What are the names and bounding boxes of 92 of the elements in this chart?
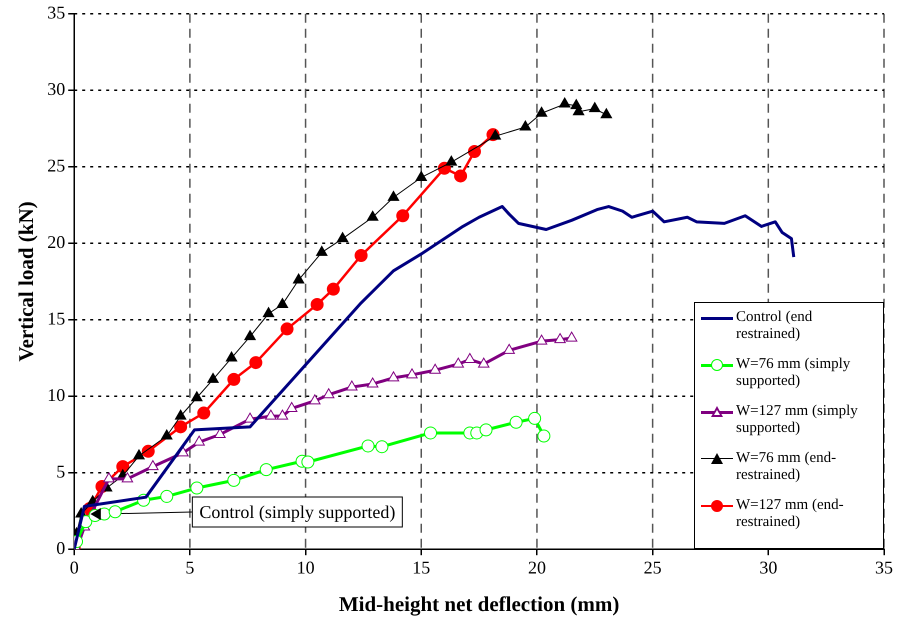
point — [536, 106, 548, 117]
point — [316, 246, 328, 256]
point — [227, 474, 240, 487]
point — [108, 505, 122, 518]
point — [559, 98, 570, 108]
point — [276, 298, 288, 308]
point — [309, 394, 321, 404]
point — [191, 391, 203, 402]
point — [528, 412, 542, 425]
point — [326, 282, 340, 296]
point — [362, 439, 375, 452]
point — [478, 358, 490, 368]
point — [600, 108, 612, 118]
point — [276, 410, 288, 420]
point — [265, 410, 277, 420]
point — [536, 334, 548, 345]
point — [388, 371, 400, 382]
x-tick-label: 0 — [70, 558, 79, 578]
point — [388, 190, 400, 201]
point — [354, 248, 368, 262]
legend-label: W=76 mm (simply supported) — [736, 356, 852, 390]
point — [520, 120, 532, 130]
point — [429, 364, 441, 374]
point — [310, 298, 324, 311]
y-axis-title: Vertical load (kN) — [14, 201, 38, 362]
point — [554, 333, 566, 344]
point — [160, 490, 174, 503]
point — [227, 372, 240, 386]
point — [323, 388, 334, 398]
y-tick-label: 0 — [56, 538, 66, 558]
x-tick-label: 30 — [759, 558, 778, 578]
point — [503, 344, 515, 354]
point — [133, 449, 145, 460]
point — [174, 420, 188, 434]
point — [346, 380, 358, 391]
point — [480, 423, 493, 436]
y-tick-label: 20 — [47, 232, 66, 252]
point — [416, 170, 427, 181]
point — [161, 430, 172, 440]
point — [244, 330, 256, 340]
text: Control (simply supported) — [199, 502, 396, 522]
legend-label: Control (end restrained) — [736, 309, 814, 344]
point — [122, 472, 134, 482]
point — [537, 430, 550, 442]
point — [490, 130, 501, 140]
point — [244, 412, 256, 423]
point — [510, 416, 523, 429]
point — [292, 273, 304, 284]
point — [286, 402, 298, 412]
point — [174, 410, 186, 420]
x-tick-label: 15 — [412, 558, 430, 578]
point — [103, 472, 115, 482]
point — [396, 209, 410, 222]
point — [197, 406, 210, 420]
y-tick-label: 5 — [56, 461, 66, 482]
point — [406, 368, 418, 378]
point — [226, 351, 238, 362]
point — [366, 377, 378, 388]
y-tick-label: 25 — [47, 156, 66, 176]
point — [301, 456, 314, 469]
point — [589, 102, 600, 112]
point — [147, 460, 159, 470]
point — [424, 426, 438, 440]
point — [454, 169, 468, 182]
y-tick-label: 15 — [47, 308, 66, 328]
x-tick-label: 35 — [875, 558, 893, 578]
legend-label: W=127 mm (end-restrained) — [736, 497, 845, 532]
point — [249, 356, 262, 370]
x-tick-label: 25 — [644, 558, 662, 578]
point — [193, 436, 205, 446]
point — [336, 232, 348, 242]
x-tick-label: 5 — [185, 558, 194, 578]
point — [190, 482, 204, 495]
legend-label: W=76 mm (end-restrained) — [736, 450, 838, 484]
x-axis-title: Mid-height net deflection (mm) — [338, 592, 620, 616]
point — [375, 440, 388, 454]
y-tick-label: 10 — [47, 384, 66, 405]
point — [366, 210, 378, 221]
point — [280, 322, 294, 336]
point — [446, 156, 458, 166]
x-tick-label: 20 — [528, 558, 546, 578]
point — [262, 307, 274, 318]
point — [452, 358, 464, 368]
y-tick-label: 35 — [47, 2, 66, 23]
legend-label: W=127 mm (simply supported) — [736, 403, 859, 438]
x-tick-label: 10 — [296, 558, 315, 578]
point — [464, 353, 476, 364]
point — [260, 463, 273, 476]
point — [207, 372, 219, 383]
point — [566, 332, 578, 342]
y-tick-label: 30 — [47, 79, 66, 100]
point — [468, 144, 481, 158]
